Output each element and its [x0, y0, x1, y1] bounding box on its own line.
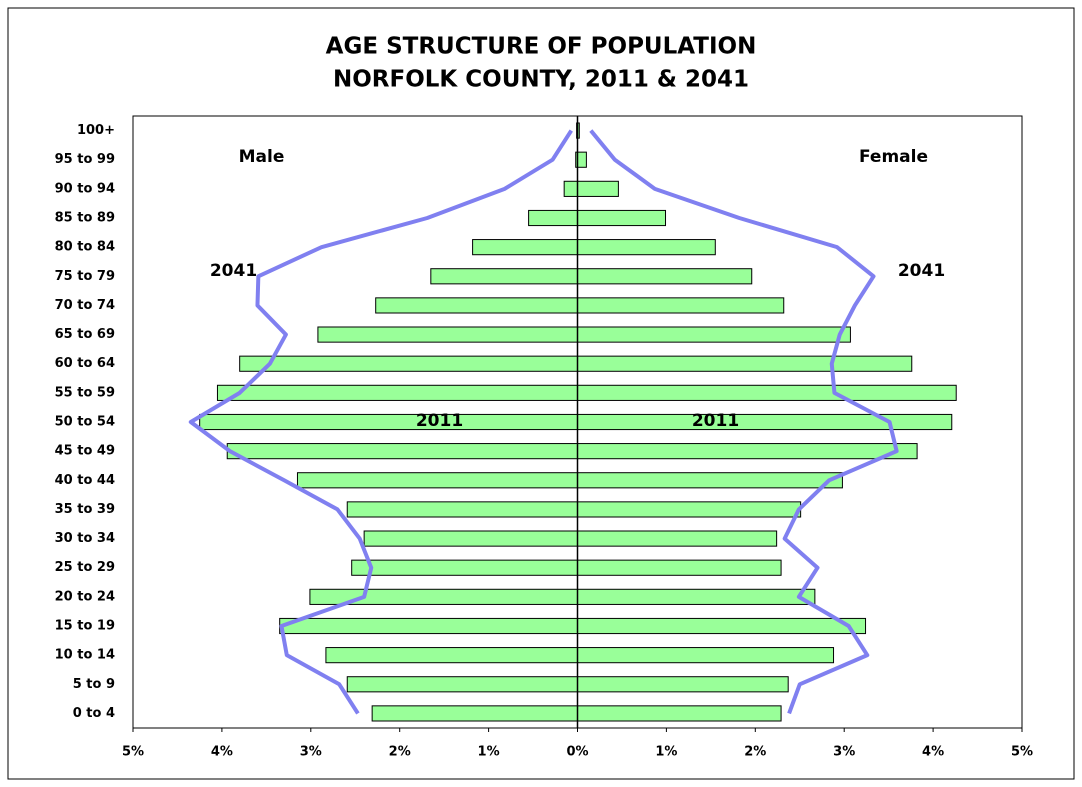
- bar: [279, 617, 578, 635]
- x-tick-label: 1%: [478, 745, 500, 760]
- bar: [472, 239, 578, 256]
- x-tick-label: 1%: [655, 745, 677, 760]
- bar: [199, 413, 579, 431]
- bar: [375, 297, 578, 314]
- bar-label: 2011: [692, 411, 739, 431]
- x-tick-label: 5%: [122, 745, 144, 760]
- bar: [577, 676, 789, 693]
- chart-title: NORFOLK COUNTY, 2011 & 2041: [333, 67, 749, 93]
- y-tick-label: 0 to 4: [73, 706, 115, 721]
- frame: [7, 7, 1075, 780]
- y-tick-label: 20 to 24: [55, 589, 115, 604]
- bar: [577, 326, 851, 343]
- bar: [363, 530, 579, 547]
- x-tick-label: 2%: [744, 745, 766, 760]
- bar: [226, 443, 578, 460]
- y-tick-label: 30 to 34: [55, 531, 115, 546]
- bar: [577, 705, 782, 722]
- bar: [346, 501, 578, 518]
- y-tick-label: 95 to 99: [55, 152, 115, 167]
- y-tick-label: 100+: [77, 123, 115, 138]
- bar: [577, 297, 785, 314]
- bar: [577, 617, 867, 635]
- x-tick-label: 3%: [833, 745, 855, 760]
- bar: [577, 443, 918, 460]
- y-tick-label: 90 to 94: [55, 181, 115, 196]
- line-label: 2041: [210, 261, 257, 281]
- y-tick-label: 25 to 29: [55, 560, 115, 575]
- bar: [577, 384, 957, 401]
- y-tick-label: 50 to 54: [55, 415, 115, 430]
- bar: [577, 530, 778, 547]
- bar: [239, 355, 578, 372]
- chart-title: AGE STRUCTURE OF POPULATION: [326, 34, 757, 60]
- y-tick-label: 55 to 59: [55, 385, 115, 400]
- bar: [317, 326, 578, 343]
- side-label: Male: [239, 147, 285, 167]
- bar: [528, 209, 578, 227]
- bar: [577, 472, 843, 489]
- x-tick-label: 2%: [389, 745, 411, 760]
- bar: [577, 268, 753, 285]
- bar: [577, 239, 716, 256]
- bar: [563, 180, 578, 197]
- x-tick-label: 0%: [566, 745, 588, 760]
- bar: [577, 355, 913, 372]
- y-tick-label: 15 to 19: [55, 619, 115, 634]
- y-tick-label: 75 to 79: [55, 269, 115, 284]
- bar: [371, 705, 578, 722]
- bar: [577, 413, 953, 431]
- projection-line: [188, 129, 573, 715]
- x-tick-label: 3%: [300, 745, 322, 760]
- y-tick-label: 40 to 44: [55, 473, 115, 488]
- bar: [577, 209, 667, 227]
- bar: [577, 559, 782, 576]
- y-tick-label: 65 to 69: [55, 327, 115, 342]
- bar: [325, 647, 578, 664]
- x-tick-label: 5%: [1011, 745, 1033, 760]
- y-tick-label: 60 to 64: [55, 356, 115, 371]
- bar: [577, 180, 619, 197]
- bar: [577, 501, 802, 518]
- side-label: Female: [859, 147, 928, 167]
- y-tick-label: 10 to 14: [55, 648, 115, 663]
- y-tick-label: 5 to 9: [73, 677, 115, 692]
- y-tick-label: 70 to 74: [55, 298, 115, 313]
- y-tick-label: 80 to 84: [55, 240, 115, 255]
- x-tick-label: 4%: [211, 745, 233, 760]
- bar: [216, 384, 579, 401]
- bar-label: 2011: [416, 411, 463, 431]
- x-tick-label: 4%: [922, 745, 944, 760]
- line-label: 2041: [898, 261, 945, 281]
- bar: [346, 676, 578, 693]
- bar: [351, 559, 578, 576]
- bar: [577, 151, 587, 168]
- projection-line: [589, 129, 899, 715]
- y-tick-label: 85 to 89: [55, 211, 115, 226]
- y-tick-label: 35 to 39: [55, 502, 115, 517]
- y-tick-label: 45 to 49: [55, 444, 115, 459]
- bar: [577, 588, 816, 605]
- bar: [577, 647, 835, 664]
- bar: [296, 472, 578, 489]
- bar: [430, 268, 578, 285]
